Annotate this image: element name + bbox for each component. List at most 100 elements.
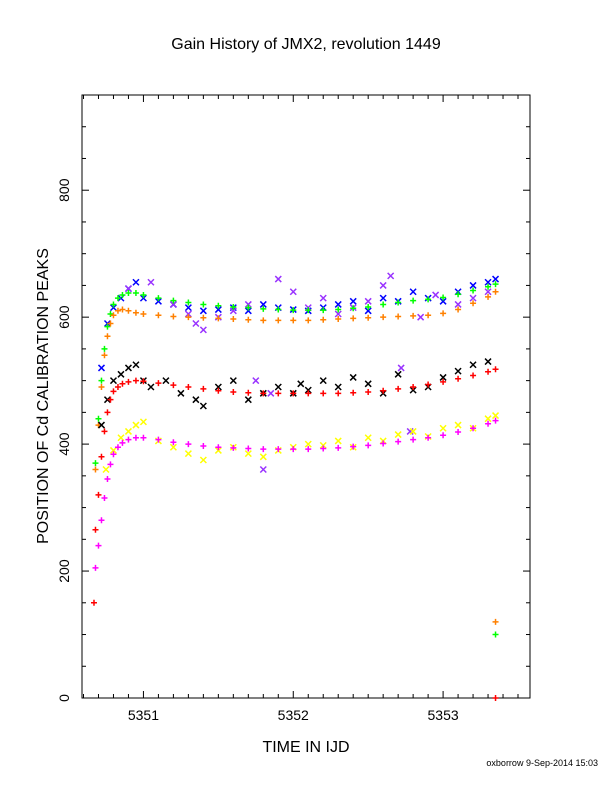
data-point: [410, 312, 417, 319]
data-point: [110, 388, 117, 395]
data-point: [379, 281, 387, 289]
data-point: [364, 297, 372, 305]
data-point: [92, 466, 99, 473]
data-point: [245, 304, 252, 311]
data-point: [132, 278, 140, 286]
data-point: [199, 307, 207, 315]
data-point: [192, 396, 200, 404]
data-point: [155, 436, 162, 443]
data-point: [155, 295, 162, 302]
data-point: [169, 443, 177, 451]
data-point: [200, 301, 207, 308]
data-point: [334, 383, 342, 391]
data-point: [132, 377, 139, 384]
data-point: [119, 291, 126, 298]
data-point: [485, 283, 492, 290]
data-point: [104, 409, 111, 416]
x-tick-label: 5353: [428, 707, 459, 723]
data-point: [244, 396, 252, 404]
data-point: [177, 389, 185, 397]
data-point: [185, 299, 192, 306]
data-point: [454, 300, 462, 308]
data-point: [334, 437, 342, 445]
data-point: [170, 313, 177, 320]
data-point: [114, 295, 121, 302]
data-point: [455, 291, 462, 298]
data-point: [147, 278, 155, 286]
data-point: [244, 307, 252, 315]
data-point: [417, 313, 425, 321]
data-point: [305, 390, 312, 397]
data-point: [394, 370, 402, 378]
data-point: [395, 385, 402, 392]
data-point: [110, 301, 117, 308]
y-tick-label: 800: [56, 178, 72, 202]
data-point: [440, 432, 447, 439]
data-point: [155, 380, 162, 387]
data-point: [244, 450, 252, 458]
data-point: [104, 323, 111, 330]
data-point: [102, 465, 110, 474]
data-point: [245, 445, 252, 452]
data-point: [335, 390, 342, 397]
data-point: [320, 390, 327, 397]
data-point: [380, 301, 387, 308]
data-point: [200, 385, 207, 392]
data-point: [252, 377, 260, 385]
data-point: [492, 275, 500, 283]
data-point: [125, 290, 132, 297]
data-point: [199, 456, 207, 464]
data-point: [379, 294, 387, 302]
data-point: [97, 421, 106, 429]
data-point: [492, 618, 499, 625]
data-point: [319, 441, 327, 449]
data-point: [117, 370, 125, 378]
data-point: [124, 285, 132, 293]
data-point: [101, 352, 108, 359]
data-point: [485, 420, 492, 427]
data-point: [114, 307, 121, 314]
data-point: [259, 453, 267, 461]
data-point: [124, 427, 132, 435]
data-point: [110, 451, 117, 458]
data-point: [117, 434, 125, 442]
data-point: [267, 389, 275, 397]
data-point: [304, 440, 312, 448]
data-point: [101, 495, 108, 502]
data-point: [297, 380, 305, 388]
data-point: [274, 383, 282, 391]
data-point: [170, 382, 177, 389]
data-point: [119, 439, 126, 446]
data-point: [319, 377, 327, 385]
data-point: [470, 300, 477, 307]
data-point: [97, 364, 106, 372]
data-point: [470, 372, 477, 379]
data-point: [275, 390, 282, 397]
data-point: [365, 304, 372, 311]
data-point: [334, 300, 342, 308]
data-point: [470, 425, 477, 432]
data-point: [244, 300, 252, 308]
data-point: [349, 297, 357, 305]
data-point: [95, 415, 102, 422]
data-point: [229, 307, 237, 315]
data-point: [485, 293, 492, 300]
data-point: [387, 272, 395, 280]
data-point: [184, 304, 192, 312]
data-point: [364, 434, 372, 442]
data-point: [109, 377, 117, 385]
data-point: [185, 383, 192, 390]
data-point: [440, 294, 447, 301]
data-point: [215, 302, 222, 309]
data-point: [170, 439, 177, 446]
data-point: [485, 368, 492, 375]
data-point: [470, 287, 477, 294]
data-point: [454, 367, 462, 375]
data-point: [492, 366, 499, 373]
data-point: [260, 317, 267, 324]
data-point: [132, 421, 140, 429]
data-marks: [90, 272, 500, 701]
data-point: [455, 429, 462, 436]
data-point: [107, 396, 114, 403]
data-point: [365, 314, 372, 321]
